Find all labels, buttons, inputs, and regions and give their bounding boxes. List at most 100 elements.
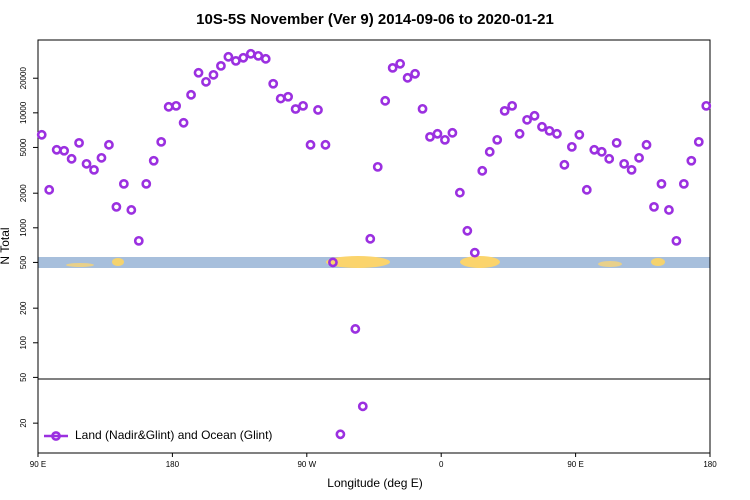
point	[193, 67, 204, 78]
point	[313, 105, 323, 115]
y-tick-label: 5000	[19, 138, 28, 156]
point	[641, 139, 652, 150]
point	[283, 91, 294, 102]
point	[678, 178, 689, 189]
point	[238, 52, 249, 63]
x-tick-label: 0	[439, 460, 444, 469]
point	[484, 146, 495, 157]
point	[44, 184, 55, 195]
point	[36, 129, 47, 140]
point	[492, 134, 503, 145]
point	[619, 158, 630, 169]
y-tick-label: 50	[19, 372, 28, 381]
point	[417, 103, 428, 114]
point	[537, 121, 547, 132]
point	[425, 131, 435, 142]
point	[111, 202, 122, 212]
point	[223, 51, 234, 62]
point	[664, 205, 674, 215]
x-tick-label: 90 E	[30, 460, 46, 469]
point	[350, 324, 361, 334]
y-tick-label: 10000	[19, 101, 28, 124]
point	[163, 101, 174, 112]
x-axis-label: Longitude (deg E)	[327, 476, 422, 490]
point	[118, 178, 129, 189]
point	[626, 164, 637, 175]
point	[671, 235, 682, 246]
point	[477, 165, 488, 176]
point	[290, 104, 301, 114]
point	[357, 401, 368, 412]
point	[66, 153, 77, 164]
point	[432, 128, 443, 139]
point	[230, 55, 241, 66]
point	[604, 153, 615, 164]
point	[126, 205, 137, 215]
point	[51, 144, 62, 155]
y-tick-label: 20	[19, 418, 28, 427]
point	[268, 78, 279, 89]
point	[260, 53, 271, 64]
point	[514, 128, 525, 139]
point	[365, 233, 376, 244]
point	[74, 137, 84, 148]
point	[454, 187, 465, 198]
y-axis-label: N Total	[0, 227, 12, 264]
point	[320, 139, 331, 150]
plot-frame	[37, 39, 711, 454]
point	[552, 128, 562, 139]
x-tick-label: 180	[703, 460, 717, 469]
map-strip	[38, 256, 710, 268]
y-tick-label: 200	[19, 301, 28, 315]
point	[328, 257, 338, 268]
point	[634, 152, 644, 163]
y-tick-label: 500	[19, 255, 28, 269]
y-tick-label: 20000	[19, 67, 28, 90]
point	[156, 136, 167, 147]
point	[656, 178, 667, 189]
point	[171, 100, 182, 111]
point	[201, 76, 211, 87]
point	[372, 161, 383, 172]
point	[589, 144, 600, 155]
point	[499, 105, 510, 116]
point	[208, 69, 219, 80]
point	[178, 117, 189, 128]
x-tick-label: 90 W	[297, 460, 316, 469]
y-tick-label: 100	[19, 336, 28, 350]
point	[693, 136, 704, 147]
point	[245, 48, 256, 59]
point	[686, 155, 697, 166]
point	[410, 68, 420, 79]
point	[216, 60, 226, 71]
point	[89, 164, 99, 175]
point	[335, 429, 346, 440]
point	[253, 50, 264, 61]
point	[469, 247, 480, 258]
point	[298, 100, 308, 111]
point	[596, 146, 607, 157]
point	[701, 100, 712, 111]
point	[447, 127, 458, 138]
point	[649, 202, 659, 212]
point	[275, 93, 286, 104]
x-tick-label: 90 E	[567, 460, 583, 469]
y-tick-label: 1000	[19, 218, 28, 236]
point	[440, 134, 450, 145]
chart-title: 10S-5S November (Ver 9) 2014-09-06 to 20…	[196, 11, 554, 28]
x-tick-label: 180	[166, 460, 180, 469]
point	[380, 95, 391, 106]
point	[462, 225, 473, 236]
point	[529, 110, 540, 121]
point	[59, 145, 70, 156]
point	[395, 58, 406, 69]
point	[574, 129, 585, 140]
point	[522, 114, 532, 125]
y-tick-label: 2000	[19, 184, 28, 202]
point	[305, 139, 316, 150]
point	[566, 141, 577, 152]
point	[81, 158, 92, 169]
point	[581, 184, 592, 195]
point	[559, 159, 570, 170]
